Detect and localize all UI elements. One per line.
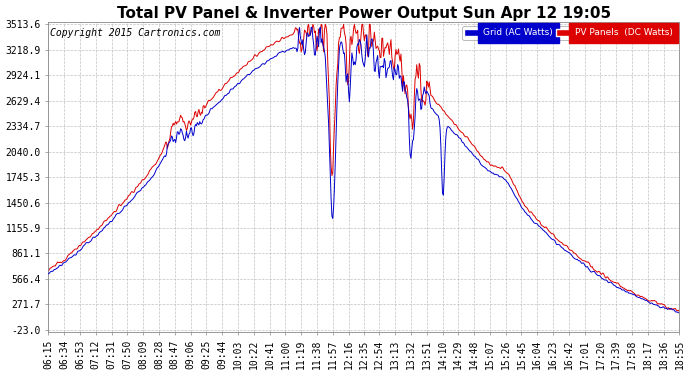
Title: Total PV Panel & Inverter Power Output Sun Apr 12 19:05: Total PV Panel & Inverter Power Output S…	[117, 6, 611, 21]
Text: Copyright 2015 Cartronics.com: Copyright 2015 Cartronics.com	[50, 28, 220, 38]
Legend: Grid (AC Watts), PV Panels  (DC Watts): Grid (AC Watts), PV Panels (DC Watts)	[462, 26, 675, 40]
